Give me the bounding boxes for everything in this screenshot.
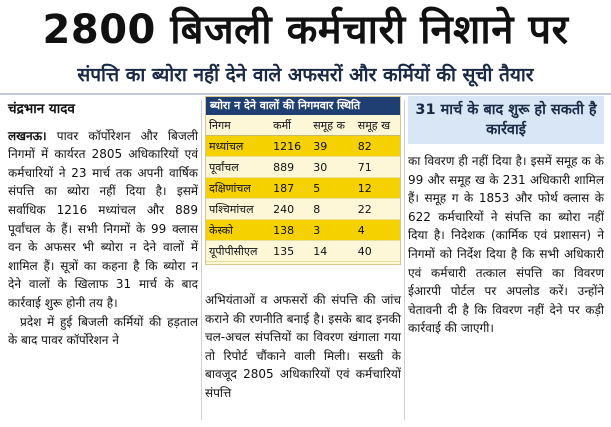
right-column: 31 मार्च के बाद शुरू हो सकती है कार्रवाई… [408, 96, 604, 426]
stats-cell-name: पश्चिमांचल [206, 198, 271, 220]
stats-cell-karmi: 138 [270, 219, 311, 241]
stats-table-row: यूपीपीसीएल 135 14 40 [206, 240, 400, 262]
stats-cell-b: 22 [354, 198, 400, 220]
stats-cell-b: 40 [354, 240, 400, 262]
stats-cell-karmi: 240 [270, 198, 311, 220]
stats-cell-b: 4 [354, 219, 400, 241]
right-column-body: का विवरण ही नहीं दिया है। इसमें समूह क क… [408, 154, 604, 336]
left-column: चंद्रभान यादव लखनऊ। पावर कॉर्पोरेशन और ब… [8, 96, 198, 426]
column-divider-1 [201, 100, 202, 420]
stats-table-row: दक्षिणांचल 187 5 12 [206, 177, 400, 199]
stats-cell-karmi: 1216 [270, 135, 311, 157]
stats-table: निगम कर्मी समूह क समूह ख मध्यांचल 1216 39 8… [206, 115, 400, 262]
stats-header-cell: कर्मी [270, 115, 311, 136]
stats-cell-a: 14 [310, 240, 355, 262]
stats-table-body: मध्यांचल 1216 39 82 पूर्वांचल 889 30 71 दक्षिणां… [206, 135, 400, 262]
callout-box: 31 मार्च के बाद शुरू हो सकती है कार्रवाई [408, 96, 604, 144]
stats-table-box: ब्योरा न देने वालों की निगमवार स्थिति नि… [205, 96, 401, 265]
stats-header-cell: समूह ख [354, 115, 400, 136]
stats-cell-b: 82 [354, 135, 400, 157]
stats-table-row: पूर्वांचल 889 30 71 [206, 156, 400, 178]
stats-cell-b: 12 [354, 177, 400, 199]
subheadline: संपत्ति का ब्योरा नहीं देने वाले अफसरों … [77, 64, 534, 86]
stats-cell-b: 71 [354, 156, 400, 178]
stats-cell-name: केस्को [206, 219, 271, 241]
stats-cell-name: मध्यांचल [206, 135, 271, 157]
stats-cell-karmi: 187 [270, 177, 311, 199]
stats-cell-name: दक्षिणांचल [206, 177, 271, 199]
dateline: लखनऊ। [8, 128, 47, 143]
column-divider-2 [404, 100, 405, 420]
middle-column-body: अभियंताओं व अफसरों की संपत्ति की जांच कर… [205, 293, 401, 400]
headline: 2800 बिजली कर्मचारी निशाने पर [42, 7, 569, 53]
stats-table-row: पश्चिमांचल 240 8 22 [206, 198, 400, 220]
stats-cell-karmi: 889 [270, 156, 311, 178]
byline: चंद्रभान यादव [8, 101, 75, 117]
stats-cell-name: पूर्वांचल [206, 156, 271, 178]
stats-cell-a: 5 [310, 177, 355, 199]
stats-cell-a: 30 [310, 156, 355, 178]
stats-header-cell: निगम [206, 115, 271, 136]
middle-column: ब्योरा न देने वालों की निगमवार स्थिति नि… [205, 96, 401, 426]
stats-cell-a: 8 [310, 198, 355, 220]
article-paragraph-1: लखनऊ। पावर कॉर्पोरेशन और बिजली निगमों मे… [8, 127, 198, 313]
stats-header-cell: समूह क [310, 115, 355, 136]
stats-table-row: मध्यांचल 1216 39 82 [206, 135, 400, 157]
stats-cell-a: 3 [310, 219, 355, 241]
stats-table-row: केस्को 138 3 4 [206, 219, 400, 241]
stats-cell-a: 39 [310, 135, 355, 157]
stats-cell-karmi: 135 [270, 240, 311, 262]
stats-table-title: ब्योरा न देने वालों की निगमवार स्थिति [206, 97, 400, 115]
stats-cell-name: यूपीपीसीएल [206, 240, 271, 262]
header-rule [0, 93, 611, 95]
paragraph-1-text: पावर कॉर्पोरेशन और बिजली निगमों में कार्… [8, 128, 198, 310]
article-paragraph-2: प्रदेश में हुई बिजली कर्मियों की हड़ताल … [8, 314, 198, 348]
stats-table-header-row: निगम कर्मी समूह क समूह ख [206, 115, 400, 136]
